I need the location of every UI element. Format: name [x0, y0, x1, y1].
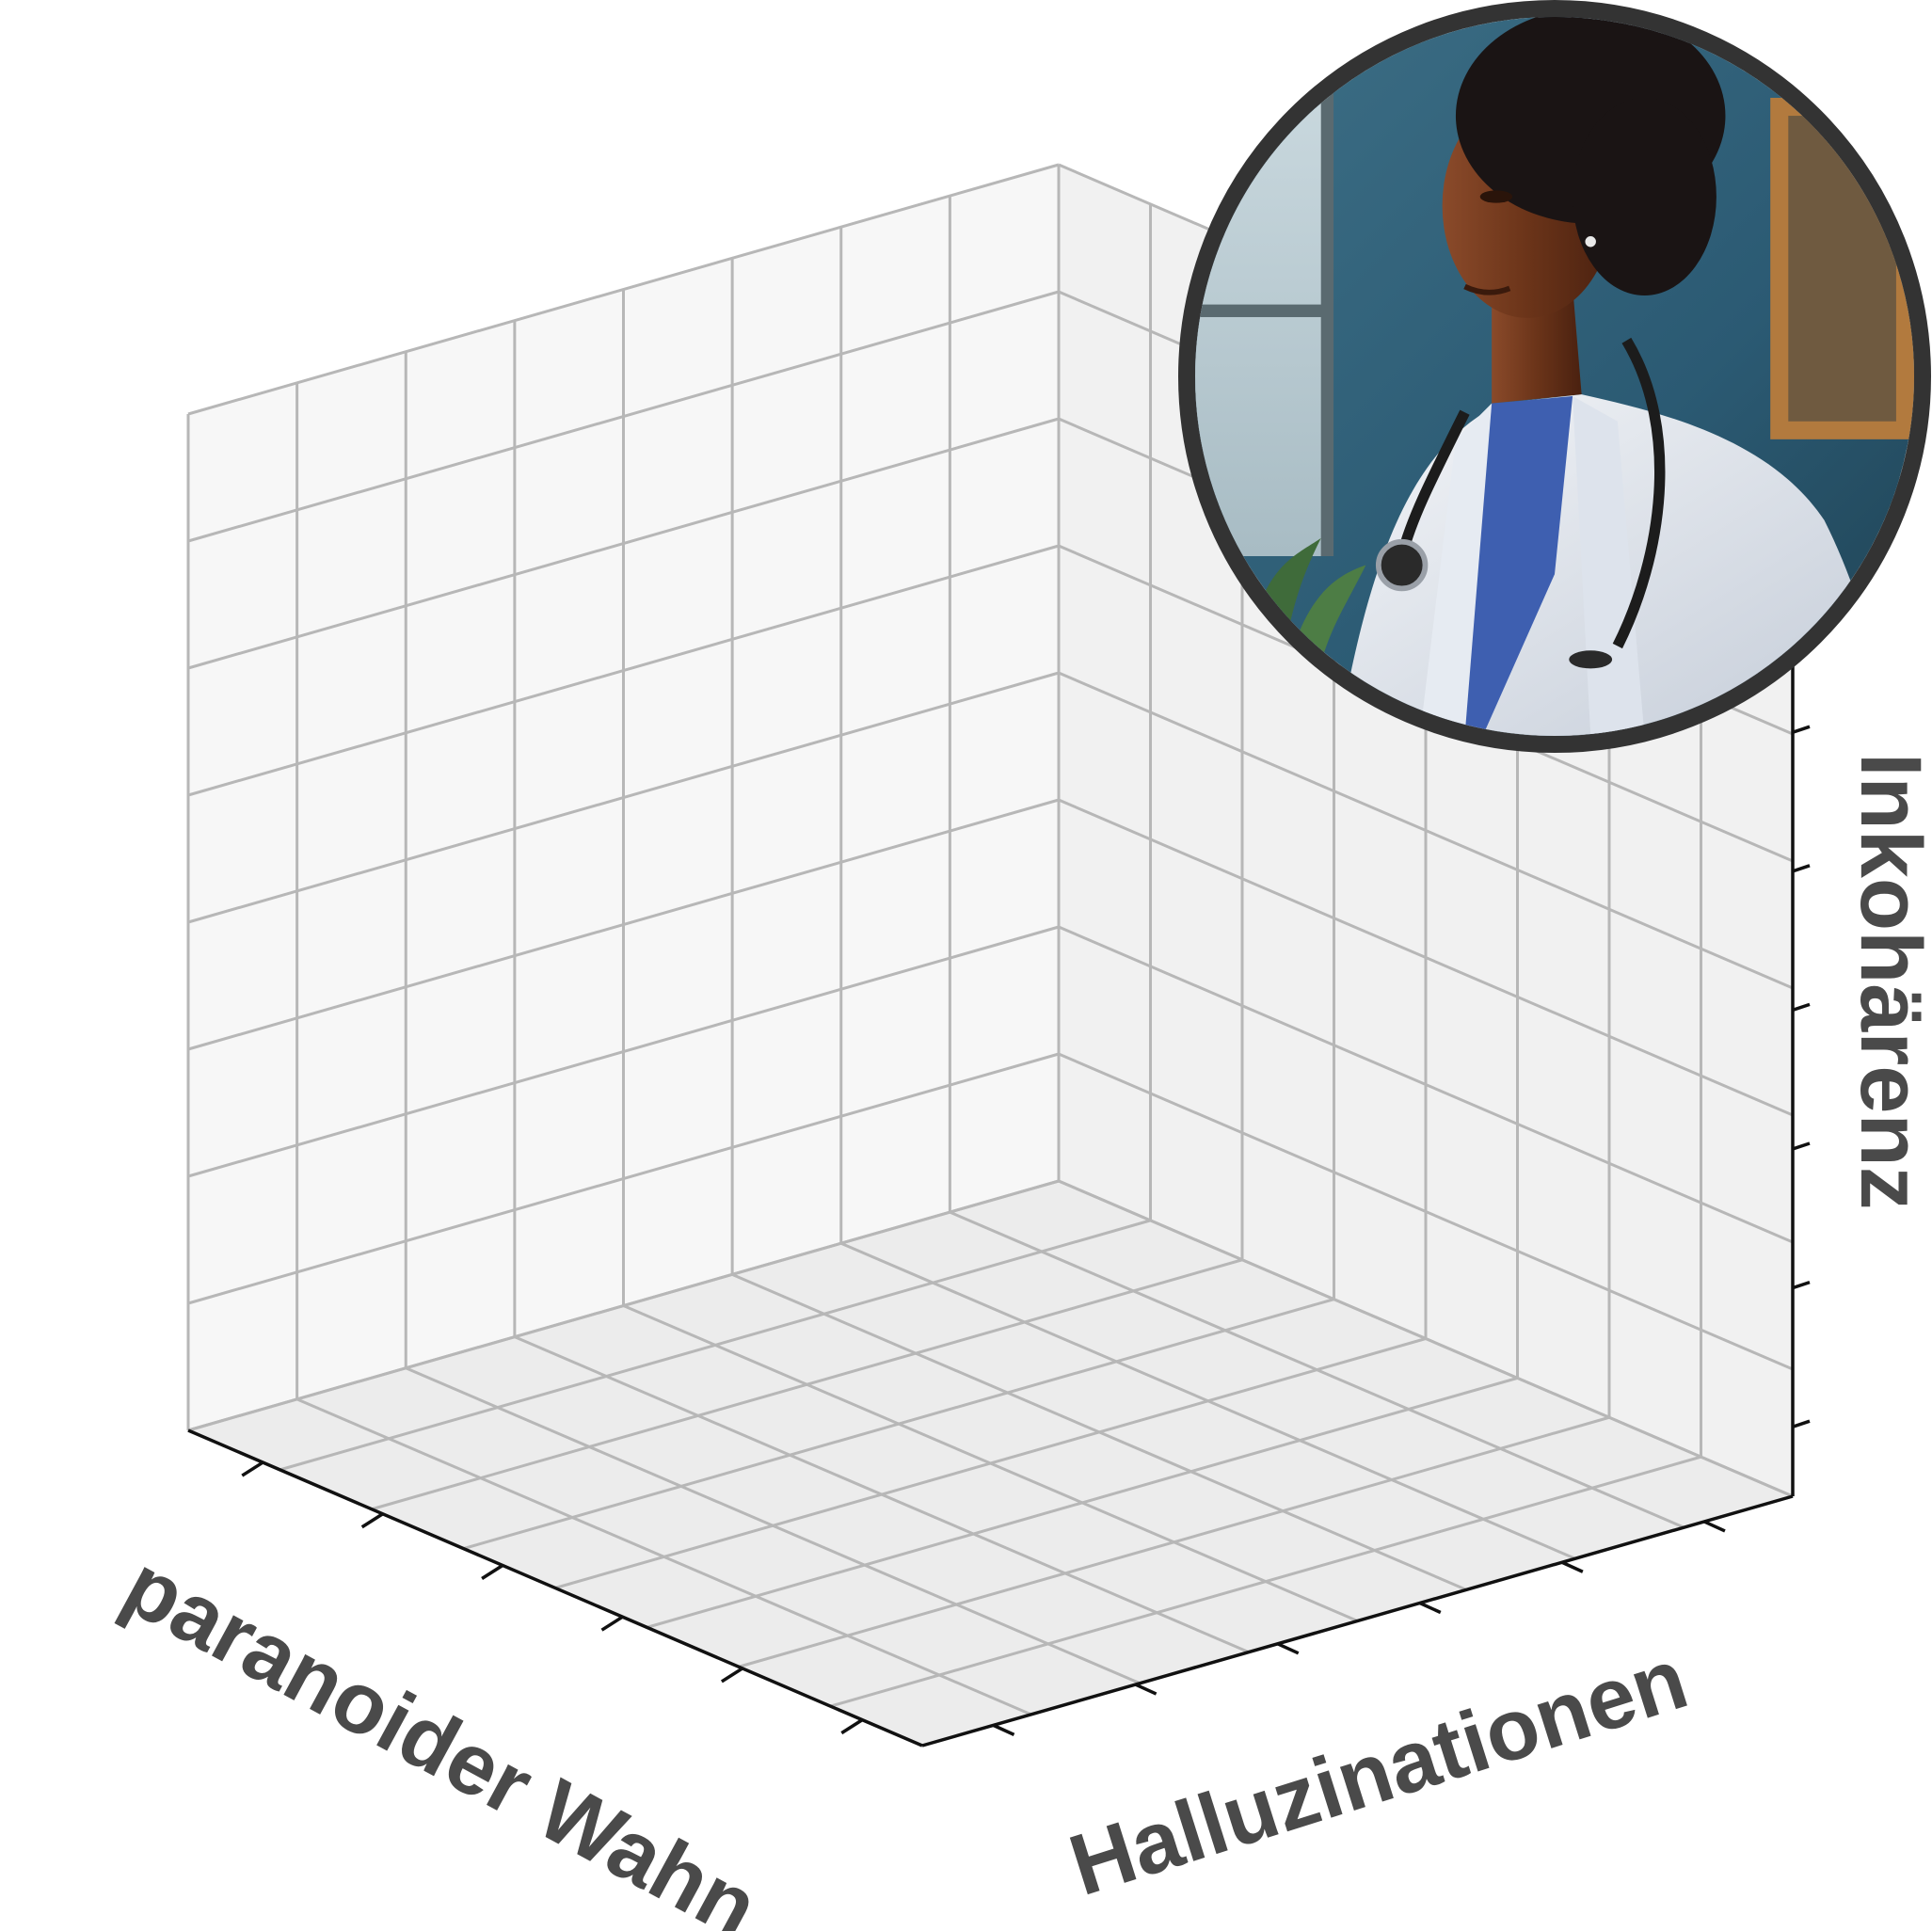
- z-tick: [1792, 1141, 1811, 1151]
- grid-line: [1058, 798, 1794, 1117]
- doctor-portrait-image: [1178, 0, 1931, 753]
- grid-line: [187, 417, 1060, 670]
- x-tick: [481, 1564, 504, 1580]
- y-tick: [1134, 1683, 1158, 1696]
- grid-line: [187, 671, 1060, 924]
- grid-line: [187, 544, 1060, 797]
- grid-line: [279, 1219, 1151, 1472]
- grid-line: [738, 1415, 1610, 1668]
- y-tick: [992, 1723, 1015, 1736]
- x-tick: [241, 1460, 264, 1477]
- x-tick: [600, 1615, 624, 1632]
- x-tick: [720, 1667, 743, 1684]
- z-tick: [1792, 864, 1811, 873]
- y-tick: [1276, 1642, 1300, 1655]
- grid-line: [187, 290, 1060, 543]
- grid-line: [1058, 671, 1794, 990]
- y-tick: [1703, 1520, 1726, 1533]
- grid-line: [187, 925, 1060, 1178]
- y-tick: [1561, 1560, 1584, 1573]
- x-axis-line: [187, 1428, 923, 1747]
- y-axis-line: [921, 1494, 1794, 1747]
- y-tick: [1419, 1601, 1442, 1615]
- grid-line: [1058, 1052, 1794, 1371]
- z-tick: [1792, 1419, 1811, 1428]
- grid-line: [371, 1258, 1243, 1511]
- x-tick: [360, 1512, 384, 1529]
- axes: [187, 662, 1795, 1747]
- grid-line: [187, 798, 1060, 1051]
- grid-line: [554, 1337, 1427, 1589]
- grid-line: [1058, 925, 1794, 1244]
- tick-marks: [241, 725, 1811, 1736]
- x-tick: [840, 1718, 864, 1735]
- grid-line: [830, 1455, 1701, 1708]
- z-tick: [1792, 725, 1811, 734]
- grid-line: [647, 1376, 1518, 1629]
- z-axis-label: Inkohärenz: [1843, 753, 1932, 1210]
- doctor-portrait-icon: [1195, 17, 1914, 736]
- grid-line: [187, 1052, 1060, 1305]
- grid-line: [187, 163, 1060, 416]
- z-tick: [1792, 1280, 1811, 1290]
- grid-line: [463, 1298, 1334, 1551]
- z-tick: [1792, 1002, 1811, 1013]
- grid-line: [187, 1179, 1060, 1432]
